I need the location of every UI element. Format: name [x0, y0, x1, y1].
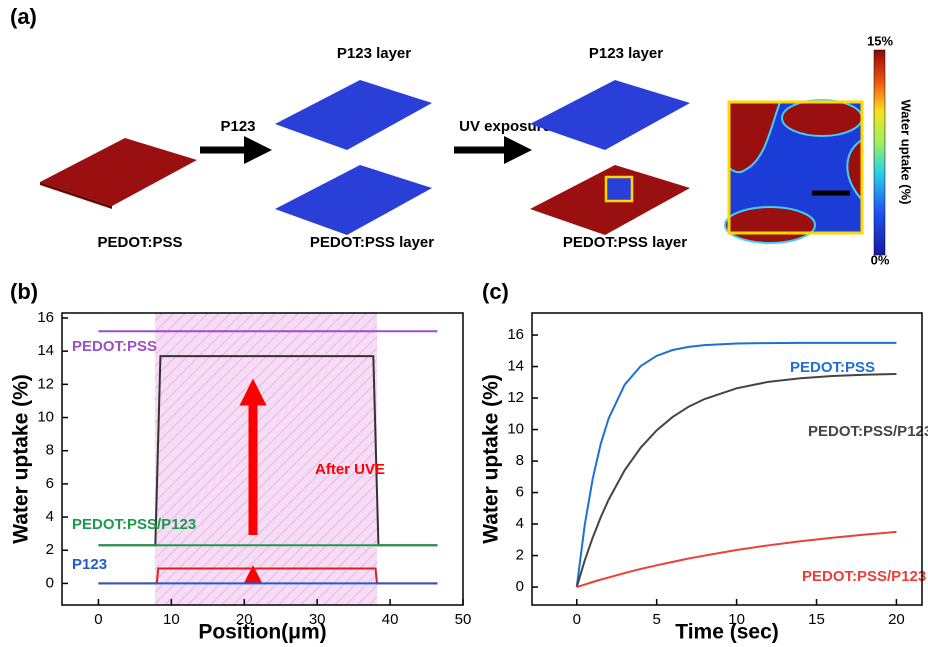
y-tick-label: 2: [46, 541, 54, 558]
series-label: PEDOT:PSS/P123: [72, 516, 196, 533]
panel-label: (a): [10, 4, 37, 29]
series-label: PEDOT:PSS/P123 Before UVE: [802, 568, 928, 585]
y-tick-label: 14: [507, 358, 524, 375]
x-tick-label: 5: [653, 611, 661, 628]
panel-label: (b): [10, 279, 38, 304]
series-label: P123: [72, 556, 107, 573]
y-tick-label: 16: [37, 309, 54, 326]
y-tick-label: 10: [37, 408, 54, 425]
plot-frame: [532, 313, 922, 605]
series-label: PEDOT:PSS: [790, 359, 875, 376]
colorbar: [874, 50, 885, 255]
colorbar-max: 15%: [867, 33, 893, 48]
x-tick-label: 10: [163, 611, 180, 628]
slab-pedot: [40, 138, 197, 206]
slab-pedot-layer: [275, 165, 432, 235]
slab-label: PEDOT:PSS layer: [563, 234, 687, 251]
colorbar-title: Water uptake (%): [899, 100, 914, 205]
slab-p123: [275, 80, 432, 150]
x-tick-label: 15: [808, 611, 825, 628]
x-tick-label: 40: [382, 611, 399, 628]
y-tick-label: 4: [516, 515, 524, 532]
inset: [725, 100, 862, 243]
x-tick-label: 20: [888, 611, 905, 628]
y-axis-title: Water uptake (%): [480, 374, 503, 544]
series-line: [577, 374, 897, 587]
x-axis-title: Position(μm): [198, 621, 326, 644]
x-axis-title: Time (sec): [675, 621, 779, 644]
slab-label: P123 layer: [337, 45, 411, 62]
series-label: PEDOT:PSS/P123 After UVE: [808, 423, 928, 440]
x-tick-label: 0: [94, 611, 102, 628]
x-tick-label: 50: [455, 611, 472, 628]
y-axis-title: Water uptake (%): [10, 374, 33, 544]
slab-label: PEDOT:PSS layer: [310, 234, 434, 251]
y-tick-label: 16: [507, 326, 524, 343]
y-tick-label: 12: [507, 389, 524, 406]
figure: (a) PEDOT:PSS P123 P123 layer PEDOT:PSS …: [0, 0, 928, 647]
panel-label: (c): [482, 279, 509, 304]
y-tick-label: 14: [37, 342, 54, 359]
y-tick-label: 0: [516, 578, 524, 595]
y-tick-label: 6: [46, 475, 54, 492]
series-label: PEDOT:PSS: [72, 338, 157, 355]
zoom-box: [606, 177, 632, 201]
y-tick-label: 12: [37, 375, 54, 392]
x-tick-label: 0: [573, 611, 581, 628]
y-tick-label: 4: [46, 508, 54, 525]
slab-label: P123 layer: [589, 45, 663, 62]
y-tick-label: 0: [46, 574, 54, 591]
colorbar-min: 0%: [871, 252, 890, 267]
annotation: After UVE: [315, 461, 385, 478]
y-tick-label: 8: [516, 452, 524, 469]
y-tick-label: 6: [516, 484, 524, 501]
y-tick-label: 10: [507, 421, 524, 438]
y-tick-label: 2: [516, 547, 524, 564]
step-label: P123: [220, 118, 255, 135]
slab-label: PEDOT:PSS: [97, 234, 182, 251]
slab-p123: [530, 80, 690, 150]
y-tick-label: 8: [46, 442, 54, 459]
